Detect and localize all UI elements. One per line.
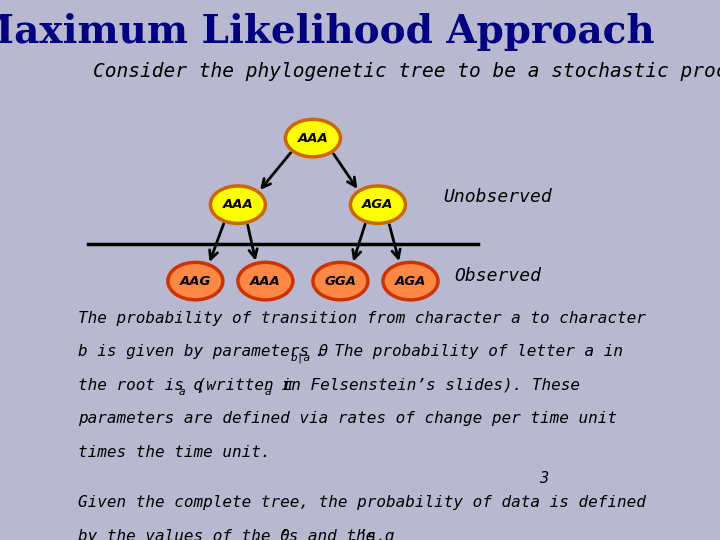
- Ellipse shape: [383, 262, 438, 300]
- Text: Maximum Likelihood Approach: Maximum Likelihood Approach: [0, 13, 654, 51]
- Text: in Felsenstein’s slides). These: in Felsenstein’s slides). These: [272, 377, 580, 393]
- Text: AAG: AAG: [180, 275, 211, 288]
- Text: AAA: AAA: [250, 275, 281, 288]
- Text: Observed: Observed: [454, 267, 541, 285]
- Text: parameters are defined via rates of change per time unit: parameters are defined via rates of chan…: [78, 411, 617, 426]
- Ellipse shape: [238, 262, 293, 300]
- Text: AAA: AAA: [222, 198, 253, 211]
- Text: b|a: b|a: [254, 537, 274, 540]
- Ellipse shape: [285, 119, 341, 157]
- Text: GGA: GGA: [325, 275, 356, 288]
- Text: . The probability of letter a in: . The probability of letter a in: [315, 344, 624, 359]
- Text: The probability of transition from character a to character: The probability of transition from chara…: [78, 310, 646, 326]
- Text: AAA: AAA: [297, 132, 328, 145]
- Text: times the time unit.: times the time unit.: [78, 445, 270, 460]
- Text: ’s.: ’s.: [357, 529, 386, 540]
- Ellipse shape: [351, 186, 405, 224]
- Text: b|a: b|a: [290, 353, 310, 363]
- Text: Consider the phylogenetic tree to be a stochastic process.: Consider the phylogenetic tree to be a s…: [93, 62, 720, 81]
- Text: a: a: [179, 387, 186, 396]
- Text: Given the complete tree, the probability of data is defined: Given the complete tree, the probability…: [78, 495, 646, 510]
- Ellipse shape: [168, 262, 223, 300]
- Ellipse shape: [210, 186, 266, 224]
- Text: AGA: AGA: [362, 198, 394, 211]
- Text: 3: 3: [539, 471, 548, 486]
- Text: ’s and the q: ’s and the q: [279, 529, 395, 540]
- Text: the root is q: the root is q: [78, 377, 203, 393]
- Text: a: a: [264, 387, 271, 396]
- Ellipse shape: [313, 262, 368, 300]
- Text: b is given by parameters θ: b is given by parameters θ: [78, 344, 328, 359]
- Text: AGA: AGA: [395, 275, 426, 288]
- Text: Unobserved: Unobserved: [444, 188, 552, 206]
- Text: a: a: [350, 537, 356, 540]
- Text: by the values of the θ: by the values of the θ: [78, 529, 289, 540]
- Text: (written π: (written π: [187, 377, 293, 393]
